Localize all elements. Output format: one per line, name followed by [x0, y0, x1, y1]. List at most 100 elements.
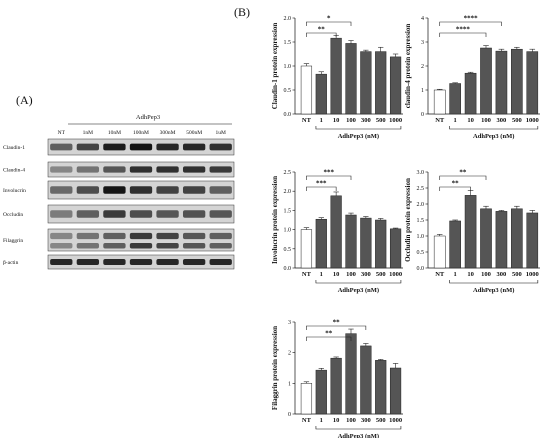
blot-row-label: β-actin: [3, 260, 19, 266]
x-tick-label: 10: [333, 417, 340, 424]
blot-band: [209, 186, 232, 194]
x-tick-label: 10: [333, 117, 340, 124]
bar: [360, 217, 372, 269]
x-axis-label: AdhPep3 (nM): [338, 133, 379, 140]
blot-band: [50, 186, 73, 194]
y-tick-label: 0: [421, 112, 424, 118]
y-tick-label: 1.5: [284, 40, 292, 46]
significance-label: **: [333, 319, 341, 327]
blot-band: [50, 210, 73, 218]
bar: [360, 51, 372, 115]
bar: [433, 89, 446, 115]
bar: [464, 72, 477, 115]
blot-band: [156, 186, 179, 194]
significance-bracket: [439, 21, 502, 26]
blot-band: [156, 259, 179, 265]
blot-band: [182, 259, 206, 265]
x-tick-label: NT: [302, 117, 312, 124]
y-tick-label: 2.0: [284, 16, 292, 22]
x-axis-label: AdhPep3 (nM): [338, 287, 379, 294]
lane-label: 100nM: [133, 130, 149, 136]
blot-band: [182, 143, 206, 151]
blot-band-lower: [103, 243, 126, 249]
blot-band: [50, 166, 73, 173]
blot-band: [156, 232, 179, 240]
blot-band: [129, 232, 153, 240]
blot-band-lower: [156, 243, 179, 249]
blot-band: [103, 232, 126, 240]
x-tick-label: 500: [376, 117, 386, 124]
x-tick-label: 1: [454, 271, 457, 278]
x-tick-label: 1000: [389, 417, 402, 424]
x-tick-label: 300: [361, 417, 371, 424]
bar: [526, 212, 539, 269]
bar-chart: 0 1 2 3 NT 1 10 100 300 500 1000 **** AdhPep3 (nM) Fi…: [271, 319, 403, 438]
x-tick-label: NT: [435, 271, 445, 278]
bar: [389, 367, 402, 415]
x-tick-label: 1: [454, 117, 457, 124]
bar: [315, 73, 327, 115]
lane-label: 300nM: [160, 130, 176, 136]
blot-band: [50, 143, 73, 151]
blot-band-lower: [76, 243, 100, 249]
blot-band: [129, 259, 153, 265]
bar: [360, 345, 372, 415]
blot-band-lower: [209, 243, 232, 249]
blot-band: [103, 143, 126, 151]
x-tick-label: 1000: [526, 117, 539, 124]
panel-a-label: (A): [16, 93, 33, 107]
blot-band: [76, 210, 100, 218]
y-tick-label: 2.0: [284, 189, 292, 195]
lane-labels: NT 1nM 10nM 100nM 300nM 500nM 1uM: [58, 130, 226, 136]
x-tick-label: 100: [346, 271, 356, 278]
x-tick-label: 300: [361, 117, 371, 124]
blot-band: [182, 166, 206, 173]
significance-bracket: [306, 32, 337, 37]
x-axis-label: AdhPep3 (nM): [473, 133, 514, 140]
blot-band: [209, 210, 232, 218]
x-group-bracket: [449, 280, 539, 284]
significance-label: ***: [316, 180, 327, 188]
blot-row-label: Occludin: [3, 212, 23, 218]
x-tick-label: 10: [333, 271, 340, 278]
y-axis-label: Occludin protein expression: [404, 178, 412, 262]
bar-chart: 0.0 0.5 1.0 1.5 2.0 NT 1 10 100 300 500 1000 *** AdhP…: [271, 15, 403, 140]
bar: [315, 369, 327, 415]
y-tick-label: 0.0: [284, 112, 292, 118]
y-tick-label: 0.5: [284, 88, 292, 94]
blot-band-lower: [129, 243, 153, 249]
significance-label: ****: [456, 26, 471, 34]
blot-band: [76, 143, 100, 151]
x-tick-label: NT: [302, 417, 312, 424]
bar: [345, 333, 357, 415]
x-group-bracket: [449, 126, 539, 130]
bar: [511, 48, 523, 115]
blot-band: [103, 186, 126, 194]
significance-bracket: [306, 186, 337, 191]
y-tick-label: 1: [421, 88, 424, 94]
bar: [389, 228, 402, 269]
y-axis-label: claudin-4 protein expression: [404, 24, 412, 109]
significance-label: ***: [323, 169, 334, 177]
y-tick-label: 0: [288, 412, 291, 418]
y-tick-label: 1: [288, 381, 291, 387]
y-tick-label: 0.5: [284, 247, 292, 253]
x-group-bracket: [315, 280, 402, 284]
y-tick-label: 1.0: [284, 228, 292, 234]
bar: [300, 383, 313, 415]
blot-band: [50, 259, 73, 265]
blot-band: [129, 166, 153, 173]
blot-band: [156, 143, 179, 151]
y-axis-label: Filaggrin protein expression: [271, 326, 279, 410]
blot-band: [182, 210, 206, 218]
y-tick-label: 2: [288, 351, 291, 357]
x-tick-label: 1: [320, 117, 323, 124]
lane-label: 1nM: [83, 130, 94, 136]
bar: [526, 51, 539, 115]
panel-b-label: (B): [234, 5, 250, 19]
significance-label: **: [325, 330, 333, 338]
x-tick-label: 500: [376, 417, 386, 424]
bar: [330, 195, 342, 269]
significance-bracket: [439, 186, 471, 191]
